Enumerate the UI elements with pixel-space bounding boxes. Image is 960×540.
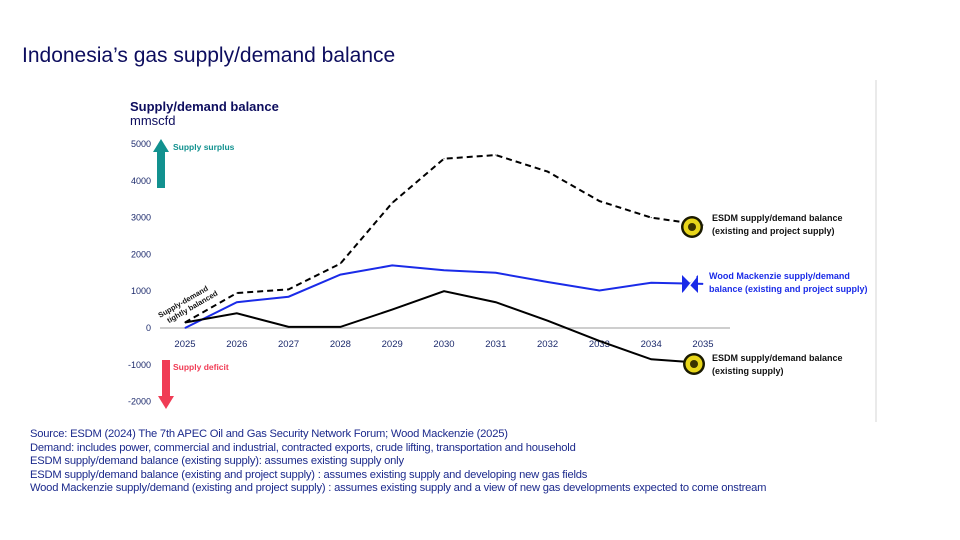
data-point — [288, 288, 290, 290]
legend-woodmac: Wood Mackenzie supply/demand balance (ex… — [709, 270, 868, 296]
legend-esdm-project: ESDM supply/demand balance (existing and… — [712, 212, 843, 238]
footnotes: Source: ESDM (2024) The 7th APEC Oil and… — [30, 428, 767, 496]
page-title: Indonesia’s gas supply/demand balance — [22, 44, 396, 67]
data-point — [236, 312, 238, 314]
y-tick-label: 2000 — [131, 249, 151, 259]
footnote-source: Source: ESDM (2024) The 7th APEC Oil and… — [30, 428, 508, 440]
data-point — [547, 171, 549, 173]
esdm-seal-icon — [683, 353, 705, 375]
data-point — [443, 158, 445, 160]
supply-deficit-arrow-icon — [158, 360, 174, 409]
x-tick-label: 2028 — [330, 339, 351, 350]
series-line-2 — [184, 290, 704, 364]
data-point — [391, 202, 393, 204]
data-point — [495, 154, 497, 156]
x-tick-label: 2033 — [589, 339, 610, 350]
x-tick-label: 2034 — [641, 339, 662, 350]
y-tick-label: -2000 — [128, 397, 151, 407]
data-point — [443, 290, 445, 292]
data-point — [495, 301, 497, 303]
y-tick-label: 5000 — [131, 139, 151, 149]
legend-line: ESDM supply/demand balance — [712, 213, 843, 223]
legend-esdm-existing: ESDM supply/demand balance (existing sup… — [712, 352, 843, 378]
x-tick-label: 2032 — [537, 339, 558, 350]
data-point — [236, 292, 238, 294]
y-tick-label: 3000 — [131, 213, 151, 223]
legend-line: (existing supply) — [712, 366, 784, 376]
y-axis-unit: mmscfd — [130, 113, 176, 128]
data-point — [598, 200, 600, 202]
data-point — [184, 327, 186, 329]
x-tick-label: 2026 — [226, 339, 247, 350]
y-tick-label: -1000 — [128, 360, 151, 370]
series-line-1 — [184, 264, 704, 329]
footnote: ESDM supply/demand balance (existing and… — [30, 468, 588, 481]
data-point — [339, 274, 341, 276]
data-point — [702, 283, 704, 285]
data-point — [598, 289, 600, 291]
x-tick-label: 2031 — [485, 339, 506, 350]
data-point — [495, 272, 497, 274]
esdm-seal-icon — [681, 216, 703, 238]
chart-title: Supply/demand balance — [130, 99, 279, 114]
x-tick-label: 2029 — [382, 339, 403, 350]
data-point — [443, 269, 445, 271]
data-point — [339, 326, 341, 328]
data-point — [391, 309, 393, 311]
legend-line: Wood Mackenzie supply/demand — [709, 271, 850, 281]
footnote: Wood Mackenzie supply/demand (existing a… — [30, 482, 767, 495]
data-point — [650, 217, 652, 219]
y-tick-label: 4000 — [131, 176, 151, 186]
series-line-0 — [184, 154, 704, 324]
data-point — [339, 263, 341, 265]
data-point — [547, 320, 549, 322]
supply-deficit-label: Supply deficit — [173, 362, 229, 372]
data-point — [547, 281, 549, 283]
footnote: Demand: includes power, commercial and i… — [30, 441, 576, 454]
x-tick-label: 2027 — [278, 339, 299, 350]
supply-surplus-arrow-icon — [153, 139, 169, 188]
data-point — [650, 358, 652, 360]
y-tick-label: 1000 — [131, 286, 151, 296]
legend-line: balance (existing and project supply) — [709, 284, 868, 294]
data-point — [184, 321, 186, 323]
footnote: ESDM supply/demand balance (existing sup… — [30, 455, 404, 468]
data-point — [288, 326, 290, 328]
x-tick-label: 2025 — [174, 339, 195, 350]
data-point — [391, 264, 393, 266]
data-point — [598, 340, 600, 342]
legend-line: (existing and project supply) — [712, 226, 835, 236]
x-tick-label: 2030 — [433, 339, 454, 350]
legend-line: ESDM supply/demand balance — [712, 353, 843, 363]
data-point — [650, 282, 652, 284]
data-point — [288, 296, 290, 298]
wood-mackenzie-logo-icon — [682, 275, 698, 293]
y-tick-label: 0 — [146, 323, 151, 333]
x-tick-label: 2035 — [692, 339, 713, 350]
data-point — [236, 301, 238, 303]
supply-surplus-label: Supply surplus — [173, 142, 235, 152]
